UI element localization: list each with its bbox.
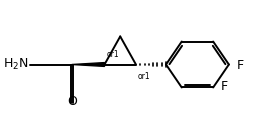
Text: O: O	[67, 95, 77, 108]
Text: or1: or1	[137, 71, 150, 80]
Text: or1: or1	[106, 50, 119, 59]
Polygon shape	[72, 63, 105, 66]
Text: F: F	[221, 80, 228, 93]
Text: $\mathregular{H_2N}$: $\mathregular{H_2N}$	[3, 57, 29, 72]
Text: F: F	[237, 59, 244, 72]
